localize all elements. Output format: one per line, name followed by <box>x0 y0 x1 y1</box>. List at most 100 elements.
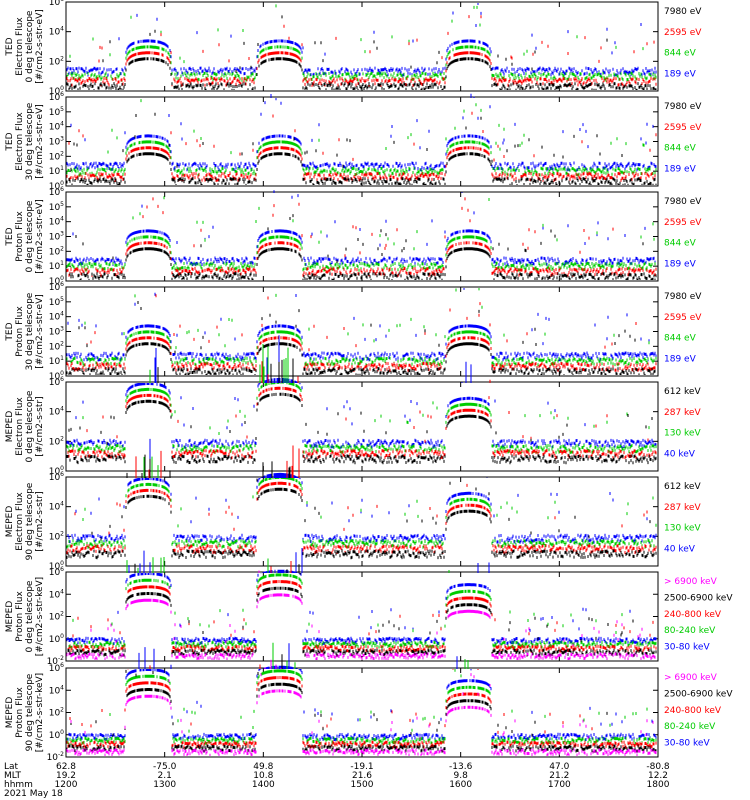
flux-trace <box>66 659 657 756</box>
x-tick-lat: 62.8 <box>56 762 76 772</box>
legend-entry: 240-800 keV <box>664 706 722 716</box>
y-tick-label: 102 <box>49 611 64 623</box>
y-tick-label: 102 <box>49 530 64 542</box>
y-axis-label-line: MEPED <box>5 601 15 633</box>
legend-entry: 2595 eV <box>664 123 702 133</box>
y-axis-label-line: 0 deg telescope <box>25 200 35 272</box>
x-tick-hhmm: 1500 <box>351 780 374 790</box>
y-tick-label: 100 <box>49 560 64 572</box>
flux-trace <box>66 570 656 660</box>
x-tick-lat: 49.8 <box>253 762 273 772</box>
panel-5: 106 104 102 100 MEPED Electron Flux 0 deg tele… <box>5 335 701 477</box>
legend-entry: 130 keV <box>664 429 701 439</box>
flux-trace <box>66 344 657 454</box>
y-tick-label: 100 <box>49 370 64 382</box>
y-axis-label-line: TED <box>5 132 15 151</box>
y-axis-label-line: 0 deg telescope <box>25 390 35 462</box>
legend-entry: 40 keV <box>664 449 696 459</box>
legend-entry: 7980 eV <box>664 7 702 17</box>
y-tick-label: 103 <box>49 231 64 243</box>
x-row-label: hhmm <box>4 780 33 790</box>
flux-trace <box>67 361 657 460</box>
y-tick-label: 106 <box>49 471 64 483</box>
y-tick-label: 103 <box>49 136 64 148</box>
y-axis-label-line: 0 deg telescope <box>25 580 35 652</box>
y-axis-label-line: MEPED <box>5 506 15 538</box>
y-axis-label-line: Proton Flux <box>15 591 25 642</box>
y-axis-label-line: TED <box>5 37 15 56</box>
legend-entry: 612 keV <box>664 387 701 397</box>
legend-entry: 80-240 keV <box>664 626 716 636</box>
x-tick-hhmm: 1700 <box>548 780 571 790</box>
y-tick-label: 100 <box>49 180 64 192</box>
flux-trace <box>68 557 657 649</box>
y-axis-label-line: 30 deg telescope <box>25 292 35 370</box>
y-axis-label-line: 90 deg telescope <box>25 673 35 751</box>
y-axis-label-line: [#/cm2-s-str-eV] <box>35 294 45 369</box>
y-tick-label: 106 <box>49 376 64 388</box>
y-tick-label: 102 <box>49 150 64 162</box>
legend-entry: > 6900 keV <box>664 673 718 683</box>
flux-trace <box>67 643 657 742</box>
legend-entry: 2500-6900 keV <box>664 689 733 699</box>
legend-entry: 2500-6900 keV <box>664 593 733 603</box>
panel-3: 106 105 104 103 102 101 100 TED Proton Flux 0 deg… <box>5 186 702 287</box>
legend-entry: 189 eV <box>664 354 697 364</box>
y-tick-label: 100 <box>49 633 64 645</box>
y-axis-label-line: Electron Flux <box>15 397 25 456</box>
flux-trace <box>66 288 657 362</box>
legend-entry: 7980 eV <box>664 197 702 207</box>
legend-entry: 2595 eV <box>664 313 702 323</box>
flux-trace <box>66 112 657 185</box>
y-tick-label: 105 <box>49 296 64 308</box>
x-tick-lat: -80.8 <box>646 762 670 772</box>
y-axis-label-line: Electron Flux <box>15 17 25 76</box>
flux-trace <box>66 196 657 272</box>
flux-trace <box>66 454 657 560</box>
y-axis-label-line: 0 deg telescope <box>25 10 35 82</box>
legend-entry: 844 eV <box>664 239 697 249</box>
flux-trace <box>66 4 657 82</box>
legend-entry: 189 eV <box>664 69 697 79</box>
y-axis-label-line: [#/cm2-s-str-eV] <box>35 104 45 179</box>
x-tick-mlt: 9.8 <box>454 771 469 781</box>
panel-6: 106 104 102 100 MEPED Electron Flux 90 deg tel… <box>5 438 701 572</box>
y-tick-label: 106 <box>49 0 64 8</box>
legend-entry: 612 keV <box>664 482 701 492</box>
legend-entry: 287 keV <box>664 503 701 513</box>
x-tick-mlt: 2.1 <box>158 771 172 781</box>
y-axis-label-line: Electron Flux <box>15 112 25 171</box>
y-tick-label: 104 <box>49 684 64 696</box>
y-tick-label: 102 <box>49 707 64 719</box>
y-tick-label: 105 <box>49 106 64 118</box>
y-tick-label: 104 <box>49 26 64 38</box>
y-axis-label-line: MEPED <box>5 411 15 443</box>
x-row-label: 2021 May 18 <box>4 789 63 799</box>
legend-entry: 130 keV <box>664 524 701 534</box>
panel-7: 106 104 102 100 10-2 MEPED Proton Flux 0 deg te… <box>5 548 733 667</box>
y-tick-label: 106 <box>49 186 64 198</box>
x-tick-mlt: 19.2 <box>56 771 76 781</box>
y-axis-label-line: Proton Flux <box>15 211 25 262</box>
x-tick-hhmm: 1400 <box>252 780 275 790</box>
y-axis-label-line: 90 deg telescope <box>25 482 35 560</box>
y-tick-label: 105 <box>49 201 64 213</box>
y-tick-label: 106 <box>49 91 64 103</box>
flux-trace <box>66 358 657 465</box>
y-tick-label: 104 <box>49 216 64 228</box>
legend-entry: 2595 eV <box>664 28 702 38</box>
y-tick-label: 102 <box>49 245 64 257</box>
flux-trace <box>66 548 657 646</box>
y-axis-label-line: [#/cm2-s-str-eV] <box>35 199 45 274</box>
y-tick-label: 103 <box>49 326 64 338</box>
y-tick-label: 100 <box>49 275 64 287</box>
y-tick-label: 104 <box>49 406 64 418</box>
legend-entry: 7980 eV <box>664 292 702 302</box>
flux-trace <box>66 190 656 267</box>
y-tick-label: 106 <box>49 662 64 674</box>
y-tick-label: 10-2 <box>47 751 65 763</box>
legend-entry: 189 eV <box>664 164 697 174</box>
y-tick-label: 104 <box>49 311 64 323</box>
